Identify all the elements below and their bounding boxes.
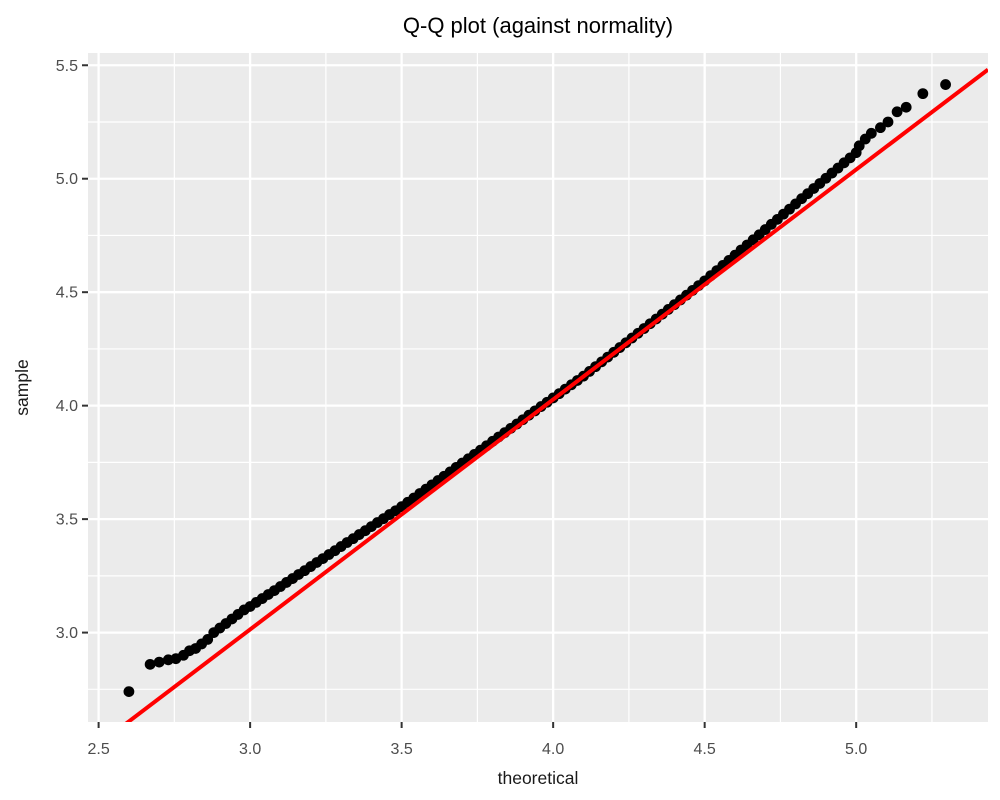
data-point: [875, 122, 886, 134]
data-point: [123, 686, 135, 697]
gridlines-major: [88, 53, 988, 722]
y-tick-label: 4.0: [56, 398, 78, 415]
x-tick-label: 4.5: [694, 741, 716, 758]
data-point: [940, 79, 951, 90]
x-tick-label: 4.0: [542, 741, 564, 758]
gridlines-minor: [88, 53, 988, 722]
axis-tick-labels: 2.5 3.0 3.5 4.0 4.5 5.0 3.0 3.5 4.0 4.5 5.0 5.5: [56, 58, 868, 758]
plot-title: Q-Q plot (against normality): [403, 13, 673, 38]
data-point: [891, 106, 903, 118]
data-point: [153, 656, 165, 668]
y-axis-title: sample: [12, 359, 32, 415]
axis-tick-marks: [82, 64, 858, 728]
data-point: [144, 658, 156, 670]
y-tick-label: 3.0: [56, 625, 78, 642]
data-point: [917, 88, 929, 100]
data-point: [900, 101, 912, 113]
y-tick-label: 5.5: [56, 58, 78, 75]
y-tick-label: 5.0: [56, 171, 78, 188]
x-tick-label: 3.5: [391, 741, 413, 758]
data-point: [882, 116, 894, 128]
y-tick-label: 4.5: [56, 285, 78, 302]
qq-reference-line: [124, 67, 988, 722]
y-tick-label: 3.5: [56, 512, 78, 529]
x-tick-label: 5.0: [845, 741, 867, 758]
x-axis-title: theoretical: [498, 768, 579, 788]
x-tick-label: 3.0: [239, 741, 261, 758]
qq-reference-line-layer: [124, 67, 988, 722]
x-tick-label: 2.5: [87, 741, 109, 758]
data-point: [865, 127, 877, 139]
